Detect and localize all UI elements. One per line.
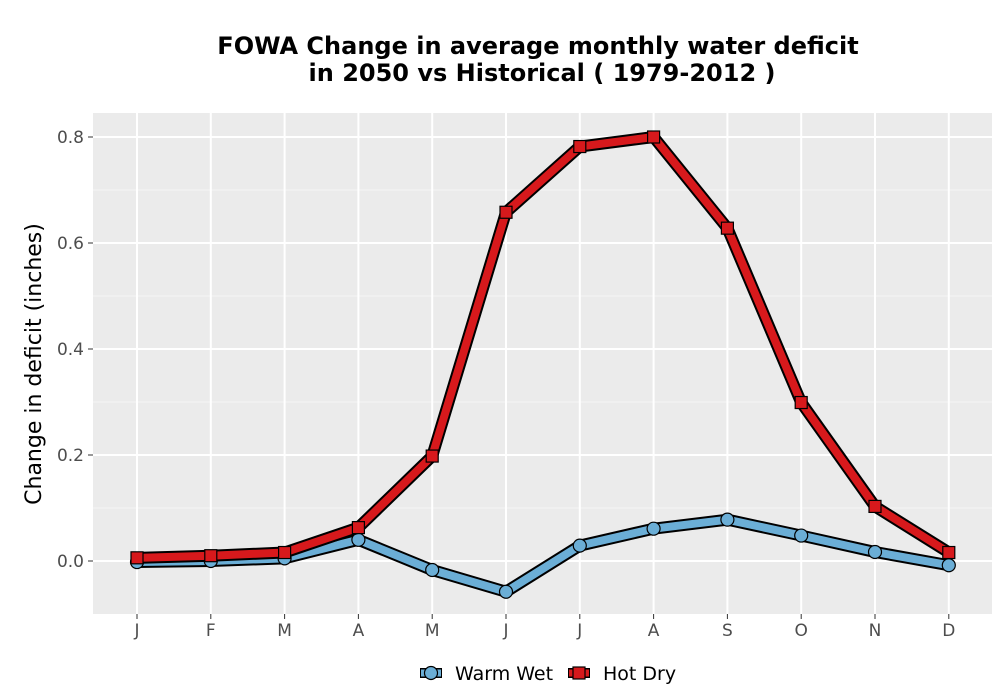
x-tick-label: F [206,621,216,641]
x-tick-label: O [795,621,808,641]
y-tick-label: 0.4 [57,340,84,360]
x-tick-label: D [942,621,955,641]
axis-labels: 0.0 0.2 0.4 0.6 0.8 J F M A M J J A S O N D [57,128,955,641]
x-tick-label: A [353,621,365,641]
data-point [351,521,365,535]
x-tick-label: M [277,621,292,641]
data-point [646,130,661,144]
data-point [720,221,735,235]
x-tick-label: N [869,621,882,641]
legend-item-1: Warm Wet [420,663,553,685]
y-tick-label: 0.8 [57,128,84,148]
plot-panel [93,113,992,614]
x-tick-label: M [425,621,440,641]
data-point [278,545,292,560]
data-point [498,584,514,599]
legend-label: Hot Dry [603,663,676,685]
data-point [204,549,218,563]
series-layer [129,130,956,599]
legend-key-marker [572,666,586,680]
chart-title-line-2: in 2050 vs Historical ( 1979-2012 ) [309,59,776,87]
data-point [794,395,808,410]
data-point [130,551,144,565]
y-tick-label: 0.0 [57,552,84,572]
y-tick-label: 0.2 [57,446,84,466]
data-point [720,512,735,527]
data-point [942,545,956,560]
data-point [867,544,883,560]
data-point [868,499,882,514]
data-point [425,449,439,463]
data-point [425,562,440,578]
legend-item-2: Hot Dry [568,663,676,685]
series-2 [130,130,956,565]
data-point [499,205,513,219]
legend-label: Warm Wet [455,663,553,685]
data-point [572,538,587,553]
legend: Warm Wet Hot Dry [420,663,676,685]
series-line [133,133,953,562]
x-tick-label: J [502,621,508,641]
grid-lines [93,113,992,614]
y-tick-label: 0.6 [57,234,84,254]
x-tick-label: J [133,621,139,641]
chart-title-line-1: FOWA Change in average monthly water def… [217,32,858,60]
data-point [794,528,809,543]
data-point [573,139,587,154]
x-tick-label: J [576,621,582,641]
data-point [646,521,661,536]
data-point [941,558,956,573]
x-tick-label: S [722,621,733,641]
x-tick-label: A [648,621,660,641]
legend-key-marker [423,665,439,681]
y-axis-title: Change in deficit (inches) [22,223,47,505]
